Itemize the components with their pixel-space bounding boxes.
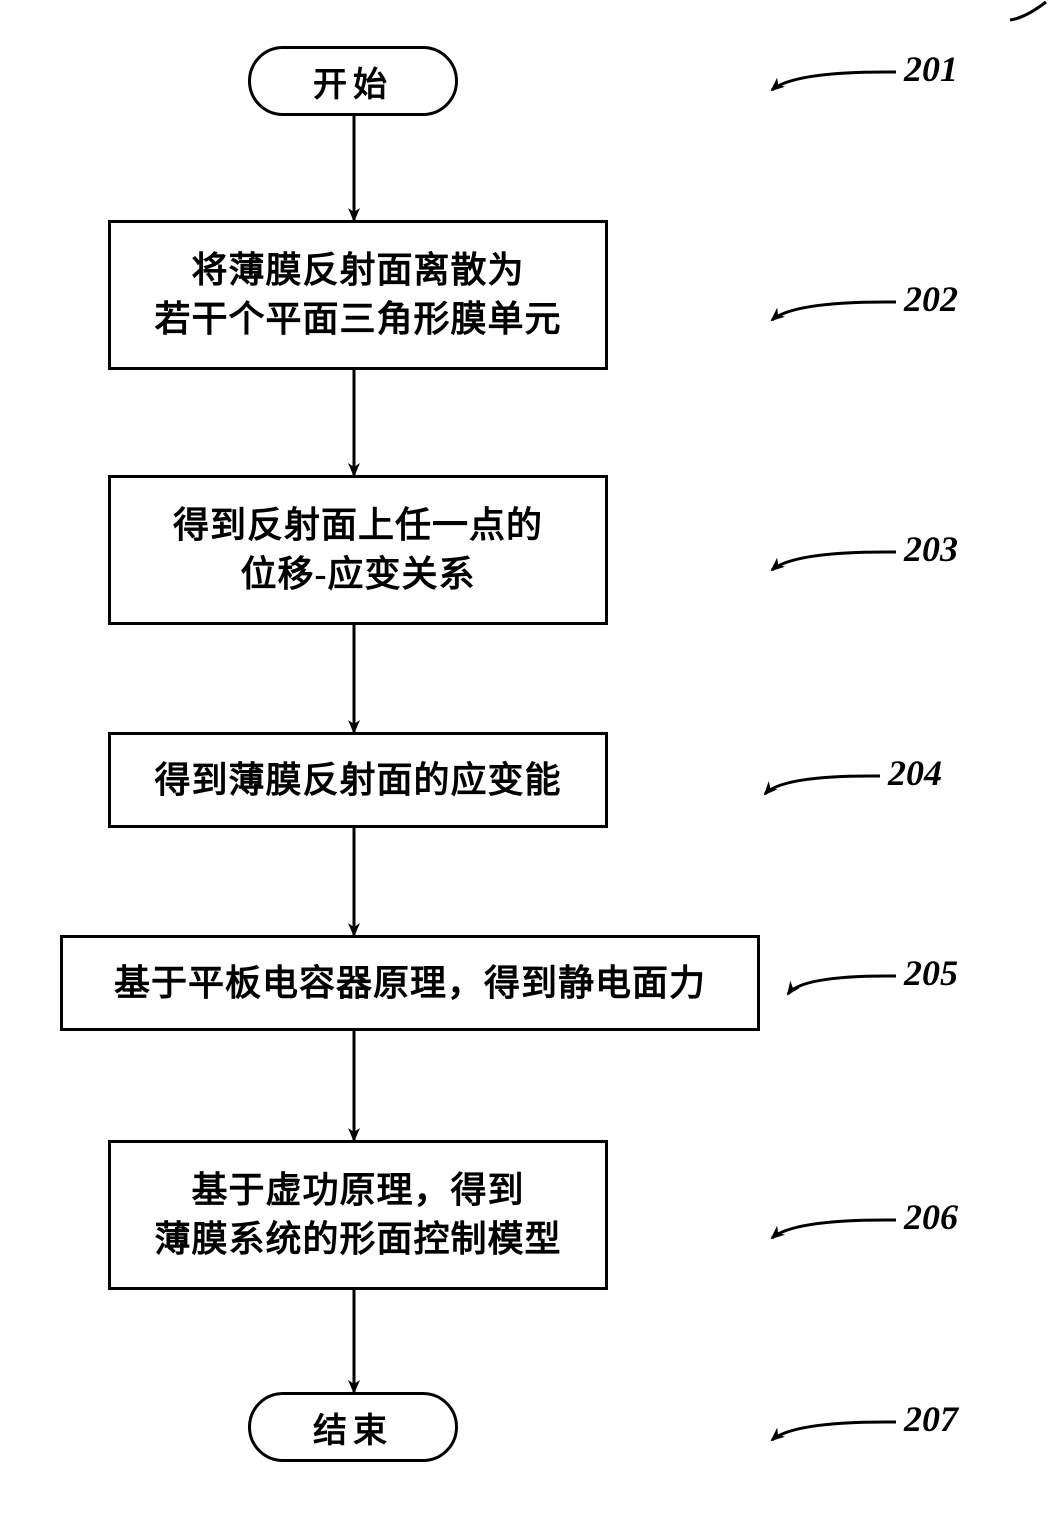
callout-201: 201 [904,48,958,90]
end-terminator: 结束 [248,1392,458,1462]
callout-202: 202 [904,278,958,320]
callout-205: 205 [904,952,958,994]
step-5-line-2: 薄膜系统的形面控制模型 [154,1215,561,1264]
step-2-line-1: 得到反射面上任一点的 [173,501,543,550]
callout-203: 203 [904,528,958,570]
step-5-line-1: 基于虚功原理，得到 [191,1166,524,1215]
start-label: 开始 [313,57,393,106]
start-terminator: 开始 [248,46,458,116]
step-3-line-1: 得到薄膜反射面的应变能 [154,756,561,805]
callout-206: 206 [904,1196,958,1238]
flowchart-canvas: 开始 将薄膜反射面离散为 若干个平面三角形膜单元 得到反射面上任一点的 位移-应… [0,0,1048,1522]
callout-204: 204 [888,752,942,794]
callout-207: 207 [904,1398,958,1440]
step-2-line-2: 位移-应变关系 [241,550,476,599]
process-step-2: 得到反射面上任一点的 位移-应变关系 [108,475,608,625]
step-4-line-1: 基于平板电容器原理，得到静电面力 [114,959,706,1008]
process-step-3: 得到薄膜反射面的应变能 [108,732,608,828]
process-step-1: 将薄膜反射面离散为 若干个平面三角形膜单元 [108,220,608,370]
process-step-5: 基于虚功原理，得到 薄膜系统的形面控制模型 [108,1140,608,1290]
step-1-line-1: 将薄膜反射面离散为 [191,246,524,295]
process-step-4: 基于平板电容器原理，得到静电面力 [60,935,760,1031]
end-label: 结束 [313,1403,393,1452]
step-1-line-2: 若干个平面三角形膜单元 [154,295,561,344]
